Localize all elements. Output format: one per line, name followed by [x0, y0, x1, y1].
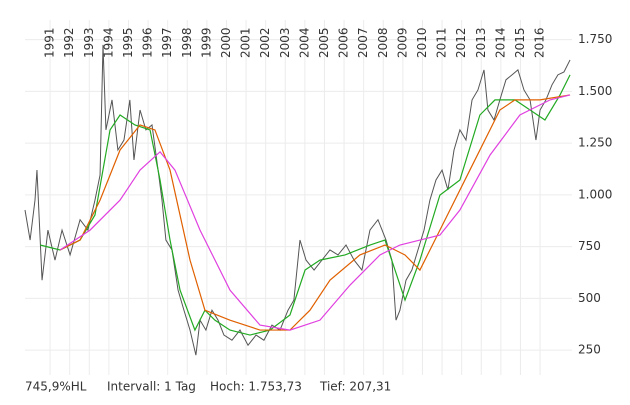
x-tick-label: 2008: [376, 27, 390, 58]
x-tick-label: 2010: [415, 27, 429, 58]
y-tick-label: 500: [578, 291, 601, 305]
x-tick-label: 2000: [219, 27, 233, 58]
x-tick-label: 2005: [317, 27, 331, 58]
line-series: [59, 94, 571, 331]
y-tick-label: 750: [578, 239, 601, 253]
y-tick-label: 1.750: [578, 32, 612, 46]
x-tick-label: 1992: [62, 27, 76, 58]
x-tick-label: 2006: [337, 27, 351, 58]
x-tick-label: 1991: [43, 27, 57, 58]
line-series: [24, 44, 571, 356]
x-tick-label: 2014: [493, 27, 507, 58]
x-tick-label: 2004: [297, 27, 311, 58]
x-tick-label: 2003: [278, 27, 292, 58]
x-tick-label: 2013: [474, 27, 488, 58]
line-series: [39, 74, 571, 336]
y-tick-label: 1.250: [578, 136, 612, 150]
y-tick-label: 1.000: [578, 187, 612, 201]
x-tick-label: 2001: [239, 27, 253, 58]
x-tick-label: 1999: [199, 27, 213, 58]
x-tick-label: 2007: [356, 27, 370, 58]
footer-text: 745,9%HL: [25, 380, 87, 394]
y-tick-label: 1.500: [578, 84, 612, 98]
x-tick-label: 1993: [82, 27, 96, 58]
x-tick-label: 1996: [141, 27, 155, 58]
footer-text: Tief: 207,31: [319, 380, 391, 394]
x-tick-label: 1998: [180, 27, 194, 58]
footer-text: Hoch: 1.753,73: [210, 380, 302, 394]
x-tick-label: 1995: [121, 27, 135, 58]
x-tick-label: 1994: [101, 27, 115, 58]
x-tick-label: 1997: [160, 27, 174, 58]
x-tick-label: 2015: [513, 27, 527, 58]
x-tick-label: 2016: [533, 27, 547, 58]
line-series: [59, 94, 571, 331]
x-tick-label: 2011: [435, 27, 449, 58]
y-tick-label: 250: [578, 343, 601, 357]
x-tick-label: 2009: [395, 27, 409, 58]
footer-text: Intervall: 1 Tag: [107, 380, 196, 394]
x-tick-label: 2012: [454, 27, 468, 58]
x-tick-label: 2002: [258, 27, 272, 58]
